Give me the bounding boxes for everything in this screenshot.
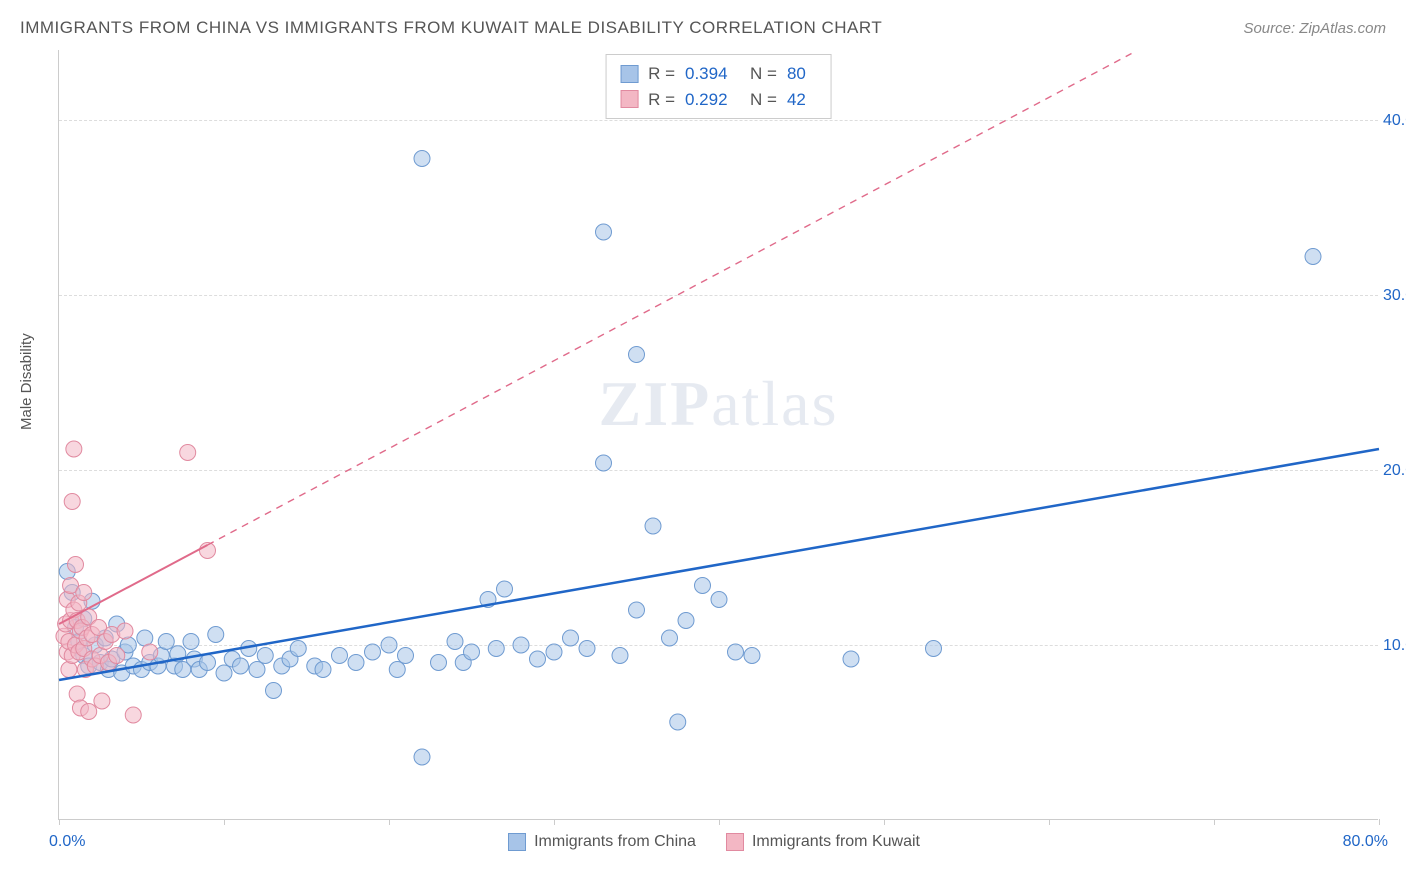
x-tick <box>59 819 60 825</box>
x-tick <box>389 819 390 825</box>
trend-line-dashed <box>208 54 1132 546</box>
data-point <box>68 557 84 573</box>
data-point <box>315 662 331 678</box>
chart-header: IMMIGRANTS FROM CHINA VS IMMIGRANTS FROM… <box>20 18 1386 38</box>
data-point <box>66 441 82 457</box>
correlation-legend-box: R = 0.394 N = 80 R = 0.292 N = 42 <box>605 54 832 119</box>
trend-line-solid <box>59 449 1379 680</box>
x-tick <box>554 819 555 825</box>
y-tick-label: 10.0% <box>1383 637 1406 655</box>
swatch-kuwait <box>620 90 638 108</box>
data-point <box>678 613 694 629</box>
data-point <box>497 581 513 597</box>
data-point <box>645 518 661 534</box>
data-point <box>744 648 760 664</box>
data-point <box>381 637 397 653</box>
data-point <box>290 641 306 657</box>
data-point <box>464 644 480 660</box>
data-point <box>596 455 612 471</box>
series-legend: Immigrants from China Immigrants from Ku… <box>508 833 920 851</box>
data-point <box>670 714 686 730</box>
data-point <box>414 749 430 765</box>
y-tick-label: 40.0% <box>1383 112 1406 130</box>
legend-row-china: R = 0.394 N = 80 <box>620 61 817 87</box>
legend-label-china: Immigrants from China <box>534 833 696 851</box>
data-point <box>94 693 110 709</box>
data-point <box>530 651 546 667</box>
data-point <box>398 648 414 664</box>
x-axis-min-label: 0.0% <box>49 833 85 851</box>
scatter-plot-svg <box>59 50 1378 819</box>
data-point <box>695 578 711 594</box>
data-point <box>431 655 447 671</box>
data-point <box>216 665 232 681</box>
n-value-china: 80 <box>787 61 817 87</box>
data-point <box>117 623 133 639</box>
data-point <box>1305 249 1321 265</box>
chart-source: Source: ZipAtlas.com <box>1243 20 1386 37</box>
data-point <box>158 634 174 650</box>
data-point <box>365 644 381 660</box>
data-point <box>488 641 504 657</box>
x-tick <box>224 819 225 825</box>
data-point <box>728 644 744 660</box>
data-point <box>711 592 727 608</box>
x-tick <box>719 819 720 825</box>
y-tick-label: 30.0% <box>1383 287 1406 305</box>
chart-plot-area: ZIPatlas 10.0%20.0%30.0%40.0% R = 0.394 … <box>58 50 1378 820</box>
y-tick-label: 20.0% <box>1383 462 1406 480</box>
r-value-china: 0.394 <box>685 61 740 87</box>
data-point <box>233 658 249 674</box>
data-point <box>579 641 595 657</box>
data-point <box>389 662 405 678</box>
x-axis-max-label: 80.0% <box>1343 833 1388 851</box>
x-tick <box>1049 819 1050 825</box>
r-value-kuwait: 0.292 <box>685 87 740 113</box>
data-point <box>64 494 80 510</box>
swatch-china <box>620 65 638 83</box>
data-point <box>414 151 430 167</box>
legend-item-china: Immigrants from China <box>508 833 696 851</box>
data-point <box>596 224 612 240</box>
data-point <box>76 585 92 601</box>
data-point <box>447 634 463 650</box>
data-point <box>926 641 942 657</box>
legend-label-kuwait: Immigrants from Kuwait <box>752 833 920 851</box>
data-point <box>109 648 125 664</box>
data-point <box>629 602 645 618</box>
data-point <box>563 630 579 646</box>
x-tick <box>1379 819 1380 825</box>
data-point <box>266 683 282 699</box>
legend-swatch-kuwait <box>726 833 744 851</box>
data-point <box>629 347 645 363</box>
data-point <box>142 644 158 660</box>
n-value-kuwait: 42 <box>787 87 817 113</box>
data-point <box>69 686 85 702</box>
x-tick <box>1214 819 1215 825</box>
legend-item-kuwait: Immigrants from Kuwait <box>726 833 920 851</box>
data-point <box>249 662 265 678</box>
y-axis-label: Male Disability <box>18 333 35 430</box>
data-point <box>546 644 562 660</box>
x-tick <box>884 819 885 825</box>
data-point <box>208 627 224 643</box>
data-point <box>612 648 628 664</box>
data-point <box>348 655 364 671</box>
data-point <box>183 634 199 650</box>
data-point <box>257 648 273 664</box>
data-point <box>332 648 348 664</box>
data-point <box>81 704 97 720</box>
data-point <box>513 637 529 653</box>
data-point <box>843 651 859 667</box>
chart-title: IMMIGRANTS FROM CHINA VS IMMIGRANTS FROM… <box>20 18 882 38</box>
data-point <box>662 630 678 646</box>
legend-row-kuwait: R = 0.292 N = 42 <box>620 87 817 113</box>
data-point <box>180 445 196 461</box>
legend-swatch-china <box>508 833 526 851</box>
data-point <box>200 655 216 671</box>
data-point <box>125 707 141 723</box>
x-axis-label-row: 0.0% Immigrants from China Immigrants fr… <box>59 833 1378 851</box>
data-point <box>61 662 77 678</box>
